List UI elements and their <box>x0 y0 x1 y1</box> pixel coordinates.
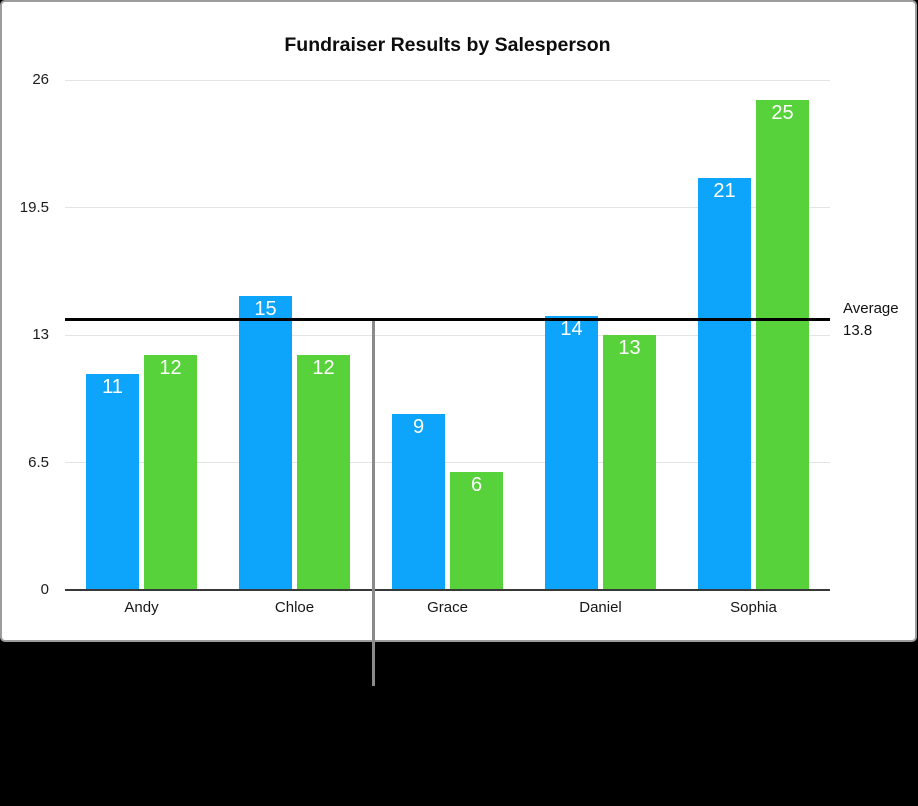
bar-blue: 15 <box>239 296 292 590</box>
bar-value-label: 12 <box>312 356 335 379</box>
bar-value-label: 21 <box>713 180 736 203</box>
x-axis-label: Grace <box>427 599 468 616</box>
bar-value-label: 6 <box>470 474 483 497</box>
bar-value-label: 15 <box>254 298 277 320</box>
gridline <box>65 462 830 464</box>
x-axis-label: Andy <box>124 599 159 616</box>
bar-value-label: 14 <box>560 317 583 340</box>
callout-line <box>371 321 375 686</box>
y-tick-label: 13 <box>32 326 49 344</box>
average-label-line1: Average <box>843 299 899 317</box>
y-tick-label: 19.5 <box>19 198 49 216</box>
gridline <box>65 207 830 209</box>
bar-green: 12 <box>297 354 350 590</box>
x-axis-label: Daniel <box>579 599 622 616</box>
bar-value-label: 11 <box>102 376 123 399</box>
y-tick-label: 6.5 <box>28 453 49 471</box>
bar-blue: 11 <box>86 374 139 590</box>
gridline <box>65 334 830 336</box>
y-tick-label: 26 <box>32 71 49 89</box>
chart-title: Fundraiser Results by Salesperson <box>284 34 611 56</box>
average-label: Average 13.8 <box>843 298 899 342</box>
bar-value-label: 25 <box>771 102 794 124</box>
bar-green: 12 <box>144 354 197 590</box>
bar-blue: 14 <box>545 315 598 590</box>
average-label-line2: 13.8 <box>843 321 873 339</box>
bar-value-label: 13 <box>618 337 641 360</box>
bar-value-label: 12 <box>159 356 182 379</box>
bar-green: 13 <box>603 335 656 590</box>
bar-value-label: 9 <box>412 415 425 438</box>
average-line <box>65 317 830 322</box>
x-axis-label: Chloe <box>274 599 315 616</box>
bar-blue: 9 <box>392 413 445 590</box>
bar-blue: 21 <box>698 178 751 590</box>
gridline <box>65 79 830 81</box>
bar-green: 6 <box>450 472 503 590</box>
x-axis-baseline <box>65 589 830 591</box>
y-tick-label: 0 <box>40 581 49 598</box>
bar-green: 25 <box>756 100 809 590</box>
x-axis-label: Sophia <box>730 599 777 616</box>
